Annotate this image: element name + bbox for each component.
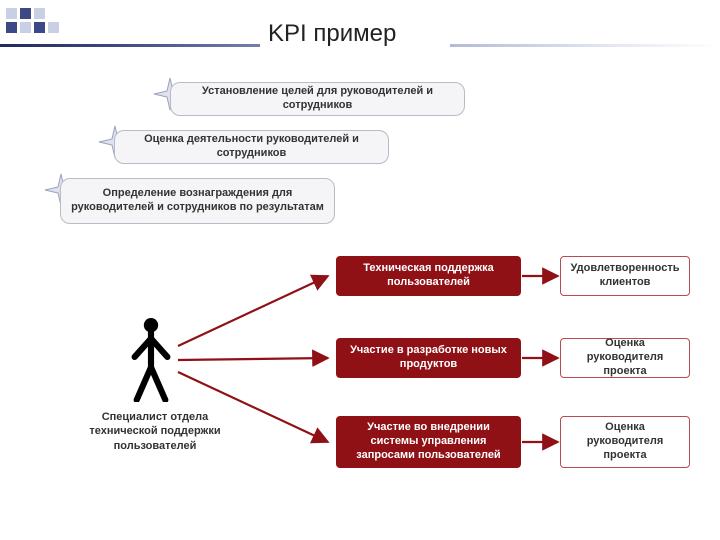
activity-box-0: Техническая поддержка пользователей [336, 256, 521, 296]
person-icon [130, 316, 172, 407]
activity-box-1: Участие в разработке новых продуктов [336, 338, 521, 378]
top-box-1: Оценка деятельности руководителей и сотр… [114, 130, 389, 164]
top-box-0: Установление целей для руководителей и с… [170, 82, 465, 116]
slide-title: KPI пример [268, 20, 396, 48]
diagram-canvas: Установление целей для руководителей и с… [0, 56, 720, 540]
specialist-label: Специалист отдела технической поддержки … [85, 410, 225, 453]
arrow-1 [178, 358, 328, 360]
arrow-0 [178, 276, 328, 346]
activity-box-2: Участие во внедрении системы управления … [336, 416, 521, 468]
outcome-box-1: Оценка руководителя проекта [560, 338, 690, 378]
slide-accent [0, 0, 140, 46]
top-box-2: Определение вознаграждения для руководит… [60, 178, 335, 224]
outcome-box-0: Удовлетворенность клиентов [560, 256, 690, 296]
outcome-box-2: Оценка руководителя проекта [560, 416, 690, 468]
